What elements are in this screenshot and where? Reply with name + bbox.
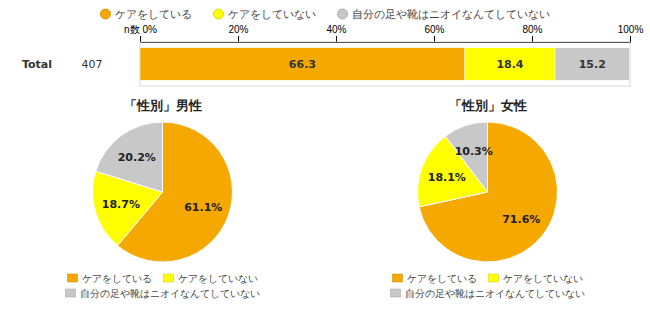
legend-item: ケアをしていない: [214, 8, 316, 21]
chart-title: 「性別」女性: [449, 98, 527, 113]
chart-root: ケアをしているケアをしていない自分の足や靴はニオイなんてしていないn数 0%20…: [0, 0, 650, 329]
tick: 20%: [228, 24, 248, 42]
legend-label: ケアをしていない: [178, 273, 258, 284]
legend-label: ケアをしている: [407, 273, 477, 284]
tick-label: 100%: [618, 24, 644, 35]
data-label: 15.2: [579, 58, 606, 71]
data-labels: 71.6% 18.1% 10.3%: [428, 145, 541, 226]
data-labels: 66.3 18.4 15.2: [289, 58, 606, 71]
tick-label: 80%: [522, 24, 542, 35]
legend-label: ケアをしていない: [503, 273, 583, 284]
data-label: 10.3%: [455, 145, 493, 158]
legend-item: 自分の足や靴はニオイなんてしていない: [391, 288, 585, 299]
legend-label: ケアをしている: [115, 8, 192, 21]
data-label: 18.1%: [428, 171, 466, 184]
bar-chart: ケアをしている ケアをしていない 自分の足や靴はニオイなんてしていない n数 0% 20…: [22, 8, 643, 86]
tick-mark: [532, 36, 533, 42]
slices: [417, 122, 557, 262]
bar-segment: [465, 48, 555, 81]
data-label: 61.1%: [184, 201, 222, 214]
legend-item: ケアをしている: [68, 273, 152, 284]
legend-marker: [101, 9, 111, 19]
bars: [140, 48, 630, 81]
legend-label: ケアをしている: [82, 273, 152, 284]
legend-label: ケアをしていない: [228, 8, 316, 21]
bar-segment: [555, 48, 629, 81]
data-label: 66.3: [289, 58, 316, 71]
legend-swatch: [393, 274, 403, 282]
data-labels: 61.1% 18.7% 20.2%: [102, 151, 223, 214]
tick-mark: [434, 36, 435, 42]
data-label: 71.6%: [502, 213, 540, 226]
tick-mark: [140, 36, 141, 42]
tick-mark: [336, 36, 337, 42]
legend-item: ケアをしている: [393, 273, 477, 284]
legend: ケアをしている ケアをしていない自分の足や靴はニオイなんてしていない: [66, 273, 260, 299]
tick: 100%: [618, 24, 644, 42]
bar-segment: [140, 48, 465, 81]
chart-title: 「性別」男性: [124, 98, 202, 113]
legend-item: ケアをしている: [101, 8, 192, 21]
tick-mark: [630, 36, 631, 42]
tick: 60%: [424, 24, 444, 42]
slice: [96, 122, 163, 192]
legend: ケアをしている ケアをしていない自分の足や靴はニオイなんてしていない: [391, 273, 585, 299]
legend-swatch: [66, 289, 76, 297]
category-label: Total: [22, 58, 52, 71]
legend-label: 自分の足や靴はニオイなんてしていない: [80, 288, 260, 299]
pie-chart: 「性別」男性 61.1% 18.7% 20.2% ケアをしている ケアをしていない自分の足…: [66, 98, 260, 299]
legend-item: ケアをしていない: [164, 273, 258, 284]
tick: 80%: [522, 24, 542, 42]
x-axis: n数 0% 20% 40% 60% 80% 100%: [124, 24, 643, 43]
tick-label: 20%: [228, 24, 248, 35]
legend-item: 自分の足や靴はニオイなんてしていない: [338, 8, 550, 21]
axis-domain: [141, 36, 631, 43]
legend: ケアをしている ケアをしていない 自分の足や靴はニオイなんてしていない: [101, 8, 550, 21]
tick-label: n数 0%: [124, 24, 157, 35]
data-label: 18.4: [496, 58, 523, 71]
legend-swatch: [68, 274, 78, 282]
tick-label: 60%: [424, 24, 444, 35]
data-label: 20.2%: [118, 151, 156, 164]
legend-swatch: [489, 274, 499, 282]
tick-label: 40%: [326, 24, 346, 35]
tick: 40%: [326, 24, 346, 42]
legend-swatch: [164, 274, 174, 282]
slices: [92, 122, 232, 262]
legend-item: 自分の足や靴はニオイなんてしていない: [66, 288, 260, 299]
legend-label: 自分の足や靴はニオイなんてしていない: [405, 288, 585, 299]
tick: n数 0%: [124, 24, 157, 42]
legend-swatch: [391, 289, 401, 297]
annotation: 407: [82, 58, 103, 71]
pie-chart: 「性別」女性 71.6% 18.1% 10.3% ケアをしている ケアをしていない自分の足…: [391, 98, 585, 299]
plot-frame: [140, 42, 630, 86]
legend-marker: [214, 9, 224, 19]
tick-mark: [238, 36, 239, 42]
legend-item: ケアをしていない: [489, 273, 583, 284]
legend-label: 自分の足や靴はニオイなんてしていない: [352, 8, 550, 21]
legend-marker: [338, 9, 348, 19]
data-label: 18.7%: [102, 198, 140, 211]
